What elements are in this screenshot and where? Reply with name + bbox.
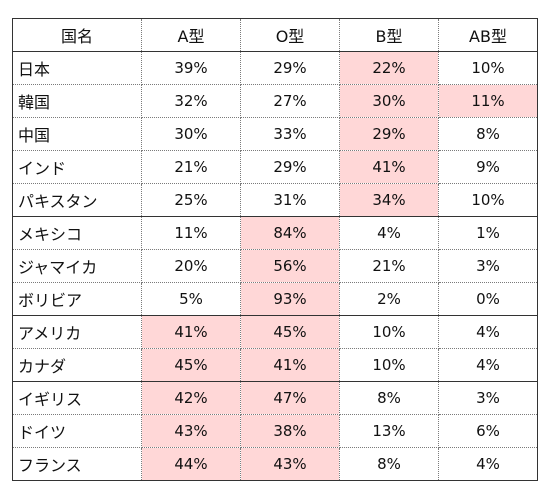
type-a-value: 30%	[141, 117, 241, 151]
header-type-o: O型	[240, 18, 340, 52]
type-ab-value: 0%	[438, 282, 538, 316]
table-row: パキスタン 25% 31% 34% 10%	[12, 183, 538, 217]
type-b-value: 21%	[339, 249, 439, 283]
country-name: 中国	[12, 117, 142, 151]
table-row: ボリビア 5% 93% 2% 0%	[12, 282, 538, 316]
type-ab-value: 4%	[438, 447, 538, 481]
country-name: アメリカ	[12, 315, 142, 349]
type-o-value: 31%	[240, 183, 340, 217]
country-name: 韓国	[12, 84, 142, 118]
blood-type-table-container: 国名 A型 O型 B型 AB型 日本 39% 29% 22% 10% 韓国 32% 27% 30…	[0, 9, 555, 503]
type-a-value: 44%	[141, 447, 241, 481]
header-row: 国名 A型 O型 B型 AB型	[12, 18, 538, 52]
country-name: 日本	[12, 51, 142, 85]
type-ab-value: 3%	[438, 249, 538, 283]
country-name: ボリビア	[12, 282, 142, 316]
country-name: パキスタン	[12, 183, 142, 217]
type-b-value: 8%	[339, 447, 439, 481]
table-row: ジャマイカ 20% 56% 21% 3%	[12, 249, 538, 283]
type-b-value: 4%	[339, 216, 439, 250]
type-a-value: 5%	[141, 282, 241, 316]
type-b-value: 13%	[339, 414, 439, 448]
type-a-value: 32%	[141, 84, 241, 118]
type-o-value: 27%	[240, 84, 340, 118]
type-a-value: 20%	[141, 249, 241, 283]
country-name: フランス	[12, 447, 142, 481]
type-ab-value: 6%	[438, 414, 538, 448]
type-b-value: 8%	[339, 381, 439, 415]
table-row: 中国 30% 33% 29% 8%	[12, 117, 538, 151]
type-ab-value: 8%	[438, 117, 538, 151]
type-o-value: 84%	[240, 216, 340, 250]
type-ab-value: 4%	[438, 315, 538, 349]
type-ab-value: 11%	[438, 84, 538, 118]
header-type-ab: AB型	[438, 18, 538, 52]
table-row: カナダ 45% 41% 10% 4%	[12, 348, 538, 382]
type-o-value: 45%	[240, 315, 340, 349]
country-name: イギリス	[12, 381, 142, 415]
table-row: メキシコ 11% 84% 4% 1%	[12, 216, 538, 250]
table-row: ドイツ 43% 38% 13% 6%	[12, 414, 538, 448]
table-row: インド 21% 29% 41% 9%	[12, 150, 538, 184]
type-b-value: 10%	[339, 348, 439, 382]
table-row: フランス 44% 43% 8% 4%	[12, 447, 538, 481]
type-b-value: 41%	[339, 150, 439, 184]
table-row: イギリス 42% 47% 8% 3%	[12, 381, 538, 415]
type-ab-value: 9%	[438, 150, 538, 184]
country-name: インド	[12, 150, 142, 184]
type-ab-value: 4%	[438, 348, 538, 382]
type-o-value: 29%	[240, 150, 340, 184]
header-type-a: A型	[141, 18, 241, 52]
type-ab-value: 3%	[438, 381, 538, 415]
type-a-value: 11%	[141, 216, 241, 250]
header-type-b: B型	[339, 18, 439, 52]
type-a-value: 39%	[141, 51, 241, 85]
type-o-value: 38%	[240, 414, 340, 448]
country-name: ジャマイカ	[12, 249, 142, 283]
type-a-value: 45%	[141, 348, 241, 382]
type-b-value: 2%	[339, 282, 439, 316]
table-row: 日本 39% 29% 22% 10%	[12, 51, 538, 85]
blood-type-table: 国名 A型 O型 B型 AB型 日本 39% 29% 22% 10% 韓国 32% 27% 30…	[12, 18, 538, 481]
header-country: 国名	[12, 18, 142, 52]
table-row: 韓国 32% 27% 30% 11%	[12, 84, 538, 118]
table-body: 日本 39% 29% 22% 10% 韓国 32% 27% 30% 11% 中国 30% 33% 29% 8…	[12, 51, 538, 481]
type-a-value: 25%	[141, 183, 241, 217]
table-row: アメリカ 41% 45% 10% 4%	[12, 315, 538, 349]
type-b-value: 10%	[339, 315, 439, 349]
type-a-value: 21%	[141, 150, 241, 184]
type-b-value: 34%	[339, 183, 439, 217]
type-o-value: 56%	[240, 249, 340, 283]
type-o-value: 47%	[240, 381, 340, 415]
type-o-value: 41%	[240, 348, 340, 382]
country-name: カナダ	[12, 348, 142, 382]
type-ab-value: 10%	[438, 51, 538, 85]
type-b-value: 30%	[339, 84, 439, 118]
type-ab-value: 1%	[438, 216, 538, 250]
country-name: ドイツ	[12, 414, 142, 448]
type-o-value: 29%	[240, 51, 340, 85]
type-o-value: 33%	[240, 117, 340, 151]
type-b-value: 22%	[339, 51, 439, 85]
country-name: メキシコ	[12, 216, 142, 250]
type-ab-value: 10%	[438, 183, 538, 217]
type-a-value: 43%	[141, 414, 241, 448]
type-a-value: 41%	[141, 315, 241, 349]
type-a-value: 42%	[141, 381, 241, 415]
type-o-value: 93%	[240, 282, 340, 316]
type-o-value: 43%	[240, 447, 340, 481]
type-b-value: 29%	[339, 117, 439, 151]
